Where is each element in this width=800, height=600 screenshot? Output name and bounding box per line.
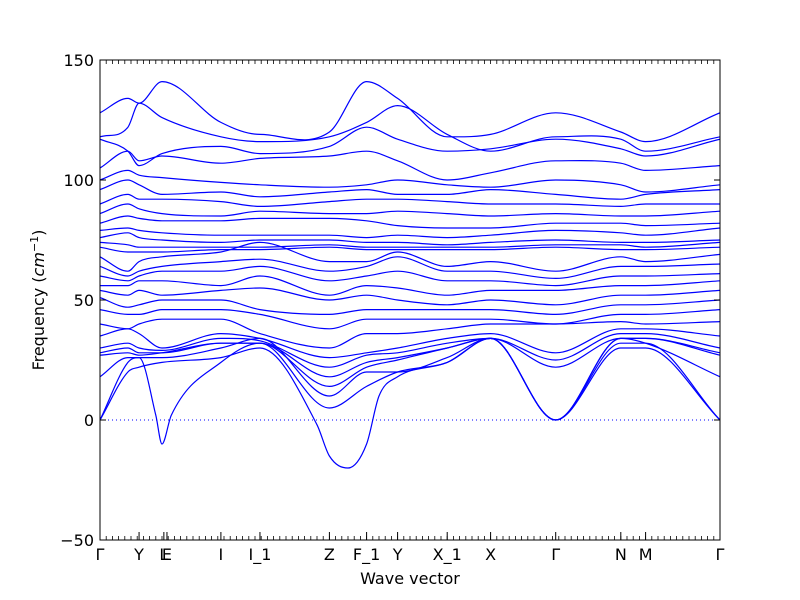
band-line-4 xyxy=(100,150,720,181)
band-line-27 xyxy=(100,337,720,445)
band-line-9 xyxy=(100,215,720,229)
x-tick-label: E xyxy=(162,545,172,564)
x-tick-label: X_1 xyxy=(433,545,462,565)
x-tick-label: Z xyxy=(324,545,335,564)
band-line-5 xyxy=(100,169,720,193)
band-line-13 xyxy=(100,246,720,253)
y-axis-unit-exponent: −1 xyxy=(28,236,41,252)
x-tick-label: Γ xyxy=(551,545,560,564)
band-line-6 xyxy=(100,179,720,200)
x-tick-label: N xyxy=(615,545,627,564)
band-line-19 xyxy=(100,297,720,316)
x-tick-label: Γ xyxy=(96,545,105,564)
x-tick-label: I xyxy=(219,545,224,564)
band-line-12 xyxy=(100,241,720,248)
y-tick-label: 50 xyxy=(74,291,94,310)
band-line-22 xyxy=(100,328,720,359)
band-line-20 xyxy=(100,309,720,330)
x-tick-label: Y xyxy=(392,545,403,564)
y-tick-label: 0 xyxy=(84,411,94,430)
band-line-18 xyxy=(100,287,720,306)
x-axis-title: Wave vector xyxy=(360,569,460,588)
band-line-8 xyxy=(100,203,720,217)
band-line-10 xyxy=(100,227,720,239)
y-axis-title-text: Frequency xyxy=(29,288,48,371)
y-tick-label: −50 xyxy=(60,531,94,550)
band-line-23 xyxy=(100,332,720,368)
band-line-21 xyxy=(100,318,720,349)
x-tick-label: L xyxy=(159,545,168,564)
band-line-3 xyxy=(100,126,720,167)
x-tick-label: F_1 xyxy=(353,545,380,565)
band-line-16 xyxy=(100,265,720,287)
band-line-15 xyxy=(100,256,720,280)
band-line-28 xyxy=(100,337,720,469)
x-tick-label: Y xyxy=(133,545,144,564)
x-tick-label: Γ xyxy=(716,545,725,564)
band-line-1 xyxy=(100,80,720,143)
x-tick-label: I_1 xyxy=(249,545,272,565)
y-axis-title: Frequency (cm−1) xyxy=(28,230,48,371)
band-line-26 xyxy=(100,337,720,421)
x-tick-label: M xyxy=(639,545,653,564)
axes-frame xyxy=(99,59,721,541)
band-line-11 xyxy=(100,232,720,246)
y-tick-label: 100 xyxy=(63,171,94,190)
x-tick-label: X xyxy=(485,545,496,564)
band-line-24 xyxy=(100,337,720,378)
plot-area xyxy=(100,80,720,469)
y-axis-unit: cm xyxy=(29,252,48,276)
band-line-7 xyxy=(100,193,720,208)
band-line-2 xyxy=(100,102,720,152)
y-tick-label: 150 xyxy=(63,51,94,70)
band-line-14 xyxy=(100,241,720,272)
band-line-17 xyxy=(100,275,720,296)
